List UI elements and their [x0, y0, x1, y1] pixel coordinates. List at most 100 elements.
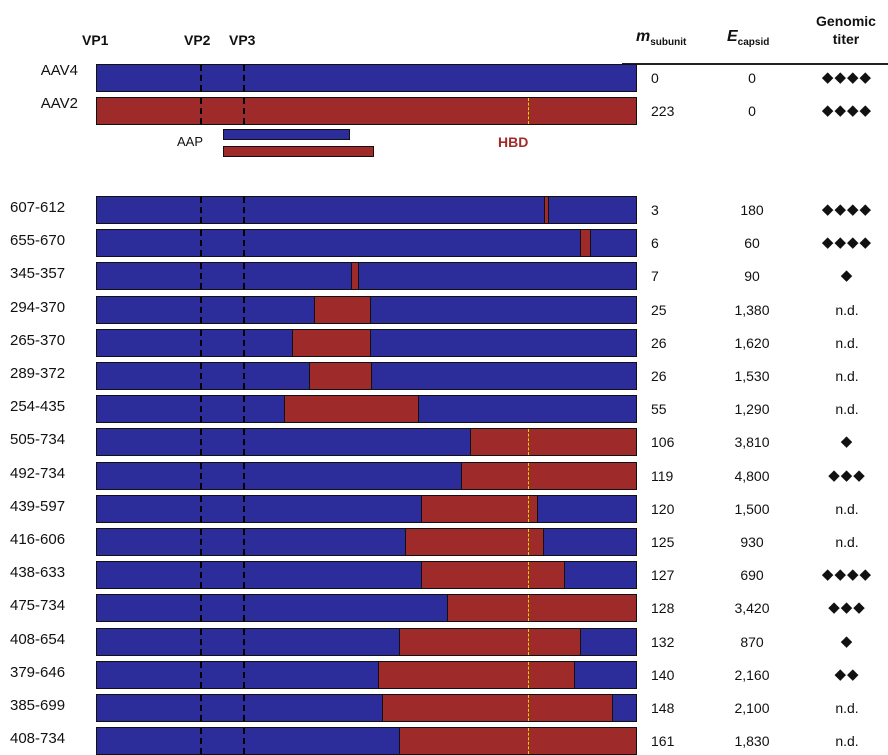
e-capsid-value: 1,830	[734, 733, 770, 749]
vp3-marker	[243, 330, 246, 356]
e-capsid-value: 930	[740, 534, 764, 550]
capsid-bar	[96, 528, 637, 556]
hbd-marker	[528, 98, 530, 124]
vp2-marker	[199, 629, 202, 655]
genomic-titer-value: n.d.	[835, 302, 859, 318]
chimera-row: 439-597 120 1,500 n.d.	[0, 495, 888, 523]
chimera-row: 492-734 119 4,800 ◆◆◆	[0, 462, 888, 490]
vp2-marker	[199, 330, 202, 356]
genomic-titer-value: n.d.	[835, 368, 859, 384]
row-label: 385-699	[10, 697, 66, 714]
row-label: 439-597	[10, 498, 66, 515]
vp3-marker	[243, 562, 246, 588]
vp3-marker	[243, 496, 246, 522]
genomic-titer-value: n.d.	[835, 534, 859, 550]
vp2-marker	[199, 98, 202, 124]
vp3-marker	[243, 263, 246, 289]
e-capsid-value: 0	[748, 103, 756, 119]
genomic-titer-value: ◆◆◆◆	[821, 69, 873, 86]
genomic-titer-value: n.d.	[835, 335, 859, 351]
vp1-label: VP1	[82, 32, 109, 48]
capsid-bar	[96, 97, 637, 125]
hbd-marker	[528, 562, 530, 588]
row-label: 289-372	[10, 365, 66, 382]
vp3-marker	[243, 529, 246, 555]
vp3-label: VP3	[229, 32, 256, 48]
chimera-row: 408-654 132 870 ◆	[0, 628, 888, 656]
vp3-marker	[243, 695, 246, 721]
capsid-bar	[96, 628, 637, 656]
row-label: 505-734	[10, 431, 66, 448]
row-label: 475-734	[10, 597, 66, 614]
vp3-marker	[243, 629, 246, 655]
vp2-marker	[199, 728, 202, 754]
e-capsid-value: 1,290	[734, 401, 770, 417]
e-capsid-value: 2,100	[734, 700, 770, 716]
vp2-marker	[199, 396, 202, 422]
aav2-segment	[421, 496, 538, 522]
chimera-row: 265-370 26 1,620 n.d.	[0, 329, 888, 357]
hbd-marker	[528, 595, 530, 621]
capsid-bar	[96, 262, 637, 290]
vp2-marker	[199, 297, 202, 323]
aav2-segment	[421, 562, 565, 588]
aav2-segment	[398, 629, 582, 655]
vp1-marker	[96, 463, 97, 489]
chimera-row: 505-734 106 3,810 ◆	[0, 428, 888, 456]
m-subunit-value: 0	[651, 70, 659, 86]
capsid-bar	[96, 661, 637, 689]
vp3-marker	[243, 728, 246, 754]
genomic-titer-value: ◆◆◆◆	[821, 201, 873, 218]
row-label: AAV2	[40, 95, 78, 112]
hbd-marker	[528, 429, 530, 455]
chimera-row: 607-612 3 180 ◆◆◆◆	[0, 196, 888, 224]
vp2-marker	[199, 363, 202, 389]
e-capsid-value: 1,620	[734, 335, 770, 351]
vp1-marker	[96, 65, 97, 91]
e-capsid-value: 1,380	[734, 302, 770, 318]
m-subunit-value: 119	[651, 468, 674, 484]
row-label: AAV4	[40, 62, 78, 79]
capsid-bar	[96, 462, 637, 490]
capsid-bar	[96, 395, 637, 423]
vp2-marker	[199, 263, 202, 289]
aav2-segment	[284, 396, 419, 422]
capsid-bar	[96, 694, 637, 722]
e-capsid-value: 2,160	[734, 667, 770, 683]
e-capsid-value: 1,530	[734, 368, 770, 384]
vp3-marker	[243, 65, 246, 91]
row-label: 438-633	[10, 564, 66, 581]
chimera-row: 254-435 55 1,290 n.d.	[0, 395, 888, 423]
chimera-row: 416-606 125 930 n.d.	[0, 528, 888, 556]
capsid-bar	[96, 296, 637, 324]
capsid-bar	[96, 329, 637, 357]
m-subunit-header: msubunit	[636, 28, 687, 48]
vp3-marker	[243, 396, 246, 422]
m-subunit-value: 26	[651, 368, 667, 384]
capsid-bar	[96, 196, 637, 224]
vp1-marker	[96, 197, 97, 223]
vp2-marker	[199, 197, 202, 223]
e-capsid-value: 180	[740, 202, 764, 218]
vp1-marker	[96, 562, 97, 588]
vp2-marker	[199, 562, 202, 588]
genomic-titer-value: ◆	[840, 267, 854, 284]
row-label: 607-612	[10, 199, 66, 216]
vp2-marker	[199, 429, 202, 455]
m-subunit-value: 128	[651, 600, 675, 616]
header-rule	[622, 63, 888, 65]
row-label: 492-734	[10, 465, 66, 482]
vp1-marker	[96, 429, 97, 455]
vp3-marker	[243, 297, 246, 323]
chimera-row: 289-372 26 1,530 n.d.	[0, 362, 888, 390]
genomic-titer-value: ◆◆	[834, 666, 860, 683]
m-subunit-value: 55	[651, 401, 667, 417]
aav2-segment	[309, 363, 372, 389]
vp2-marker	[199, 463, 202, 489]
chimera-row: 438-633 127 690 ◆◆◆◆	[0, 561, 888, 589]
aav2-segment	[544, 197, 550, 223]
m-subunit-value: 120	[651, 501, 675, 517]
chimera-row: 345-357 7 90 ◆	[0, 262, 888, 290]
chimera-row: 655-670 6 60 ◆◆◆◆	[0, 229, 888, 257]
vp2-marker	[199, 529, 202, 555]
